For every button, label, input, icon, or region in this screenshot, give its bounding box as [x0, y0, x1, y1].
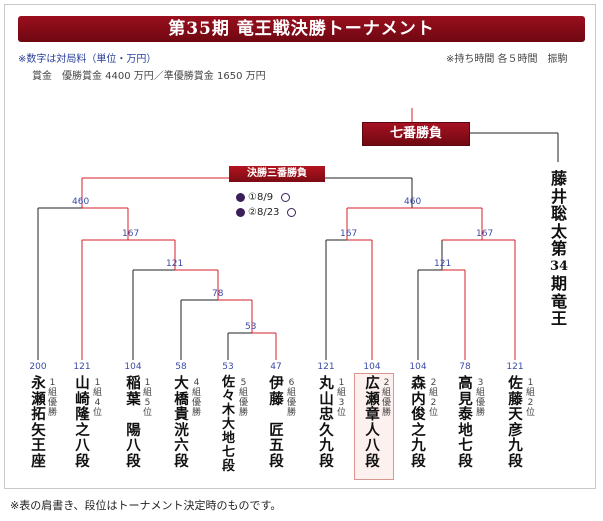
player-fee: 104	[124, 362, 142, 372]
player-name: 伊藤 匠五段	[269, 375, 284, 470]
game-1: ①8/9	[236, 192, 291, 203]
footer-note: ※表の肩書き、段位はトーナメント決定時のものです。	[10, 499, 282, 512]
fee-121-right: 121	[434, 259, 451, 269]
player-fee: 104	[409, 362, 427, 372]
player-name: 高見泰地七段	[458, 375, 473, 470]
win-ring-icon	[287, 207, 297, 217]
fee-right-167b: 167	[476, 229, 493, 239]
player-name: 佐藤天彦九段	[508, 375, 523, 470]
page-title: 第35期 竜王戦決勝トーナメント	[18, 16, 585, 42]
advancing-player-highlight	[354, 373, 394, 480]
player-fee: 104	[363, 362, 381, 372]
player-name: 広瀬章人八段	[365, 375, 380, 470]
fee-left-460: 460	[72, 197, 89, 207]
fee-53: 53	[245, 322, 256, 332]
win-ring-icon	[281, 192, 291, 202]
fee-left-167: 167	[122, 229, 139, 239]
player-fee: 47	[270, 362, 282, 372]
fee-unit-note: ※数字は対局料（単位・万円）	[18, 54, 157, 65]
fee-78: 78	[212, 289, 224, 299]
loss-dot-icon	[236, 207, 245, 217]
loss-dot-icon	[236, 192, 245, 202]
player-fee: 78	[459, 362, 471, 372]
player-fee: 121	[73, 362, 91, 372]
player-name: 佐々木大地七段	[221, 375, 235, 474]
time-control-note: ※持ち時間 各５時間 振駒	[446, 54, 568, 65]
defending-champion: 藤井聡太第 34 期竜王	[549, 169, 569, 328]
player-name: 大橋貴洸六段	[174, 375, 189, 470]
player-fee: 121	[317, 362, 335, 372]
fee-right-167a: 167	[340, 229, 357, 239]
player-name: 山崎隆之八段	[75, 375, 90, 470]
seven-game-title-match: 七番勝負	[362, 122, 470, 146]
prize-note: 賞金 優勝賞金 4400 万円／準優勝賞金 1650 万円	[32, 71, 266, 82]
player-name: 森内俊之九段	[411, 375, 426, 470]
player-fee: 121	[506, 362, 524, 372]
game-2: ②8/23	[236, 207, 297, 218]
fee-right-460: 460	[404, 197, 421, 207]
final-best-of-three: 決勝三番勝負	[229, 166, 325, 182]
player-name: 丸山忠久九段	[319, 375, 334, 470]
fee-121-left: 121	[166, 259, 183, 269]
player-fee: 200	[29, 362, 47, 372]
tournament-frame	[4, 4, 596, 489]
player-fee: 58	[175, 362, 187, 372]
player-fee: 53	[222, 362, 234, 372]
player-name: 永瀬拓矢王座	[31, 375, 46, 470]
player-name: 稲葉 陽八段	[126, 375, 141, 470]
